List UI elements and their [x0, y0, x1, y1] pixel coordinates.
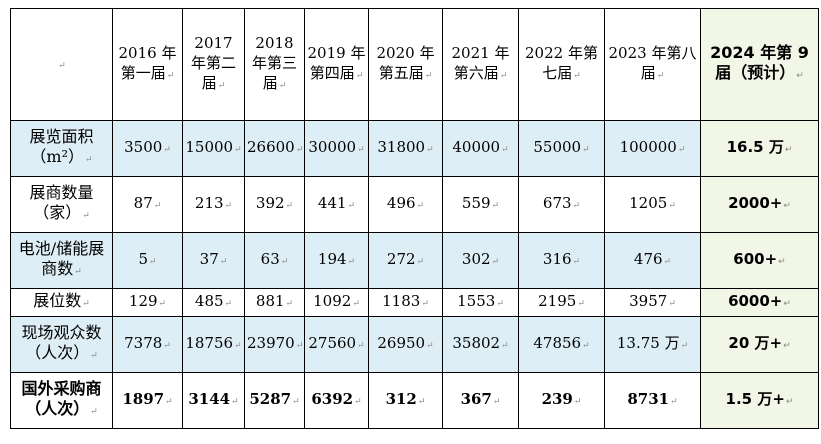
- cell: 13.75 万↵: [604, 316, 701, 373]
- col-header-2022: 2022 年第七届↵: [518, 8, 605, 121]
- col-header-2017: 2017 年第二届↵: [182, 8, 245, 121]
- cell: 673↵: [518, 176, 605, 233]
- cell: 559↵: [442, 176, 519, 233]
- cell: 100000↵: [604, 120, 701, 177]
- cell-2024: 16.5 万↵: [700, 120, 819, 177]
- cell: 5287↵: [244, 372, 305, 429]
- cell: 881↵: [244, 288, 305, 317]
- col-header-2021: 2021 年第六届↵: [442, 8, 519, 121]
- cell: 1897↵: [112, 372, 183, 429]
- cell: 2195↵: [518, 288, 605, 317]
- cell: 213↵: [182, 176, 245, 233]
- cell: 37↵: [182, 232, 245, 289]
- cell: 18756↵: [182, 316, 245, 373]
- row-label: 展商数量（家）↵: [10, 176, 113, 233]
- row-label: 电池/储能展商数↵: [10, 232, 113, 289]
- header-row: ↵ 2016 年第一届↵ 2017 年第二届↵ 2018 年第三届↵ 2019 …: [10, 8, 819, 121]
- cell: 367↵: [442, 372, 519, 429]
- cell: 23970↵: [244, 316, 305, 373]
- cell: 26950↵: [368, 316, 443, 373]
- col-header-2019: 2019 年第四届↵: [304, 8, 369, 121]
- cell-2024: 1.5 万+↵: [700, 372, 819, 429]
- row-battery-exhibitors: 电池/储能展商数↵ 5↵ 37↵ 63↵ 194↵ 272↵ 302↵ 316↵…: [10, 232, 819, 289]
- cell: 316↵: [518, 232, 605, 289]
- cell: 15000↵: [182, 120, 245, 177]
- row-label: 展位数↵: [10, 288, 113, 317]
- col-header-2023: 2023 年第八届↵: [604, 8, 701, 121]
- cell: 392↵: [244, 176, 305, 233]
- row-foreign-buyers: 国外采购商（人次）↵ 1897↵ 3144↵ 5287↵ 6392↵ 312↵ …: [10, 372, 819, 429]
- cell: 40000↵: [442, 120, 519, 177]
- cell: 1183↵: [368, 288, 443, 317]
- cell: 30000↵: [304, 120, 369, 177]
- cell: 3957↵: [604, 288, 701, 317]
- row-visitor-count: 现场观众数（人次）↵ 7378↵ 18756↵ 23970↵ 27560↵ 26…: [10, 316, 819, 373]
- cell-2024: 6000+↵: [700, 288, 819, 317]
- cell: 55000↵: [518, 120, 605, 177]
- cell-2024: 600+↵: [700, 232, 819, 289]
- cell: 129↵: [112, 288, 183, 317]
- cell: 47856↵: [518, 316, 605, 373]
- cell: 3144↵: [182, 372, 245, 429]
- cell: 35802↵: [442, 316, 519, 373]
- cell: 272↵: [368, 232, 443, 289]
- col-header-2018: 2018 年第三届↵: [244, 8, 305, 121]
- cell: 5↵: [112, 232, 183, 289]
- cell: 31800↵: [368, 120, 443, 177]
- cell-2024: 2000+↵: [700, 176, 819, 233]
- cell: 302↵: [442, 232, 519, 289]
- exhibition-stats-table: ↵ 2016 年第一届↵ 2017 年第二届↵ 2018 年第三届↵ 2019 …: [10, 8, 819, 429]
- cell: 194↵: [304, 232, 369, 289]
- col-header-2020: 2020 年第五届↵: [368, 8, 443, 121]
- cell: 63↵: [244, 232, 305, 289]
- cell: 8731↵: [604, 372, 701, 429]
- cell: 1553↵: [442, 288, 519, 317]
- cell: 6392↵: [304, 372, 369, 429]
- row-label: 现场观众数（人次）↵: [10, 316, 113, 373]
- cell: 7378↵: [112, 316, 183, 373]
- col-header-2024: 2024 年第 9 届（预计）↵: [700, 8, 819, 121]
- cell: 3500↵: [112, 120, 183, 177]
- cell: 476↵: [604, 232, 701, 289]
- cell: 87↵: [112, 176, 183, 233]
- row-label: 国外采购商（人次）↵: [10, 372, 113, 429]
- cell: 496↵: [368, 176, 443, 233]
- col-header-2016: 2016 年第一届↵: [112, 8, 183, 121]
- cell: 1205↵: [604, 176, 701, 233]
- cell: 441↵: [304, 176, 369, 233]
- row-exhibition-area: 展览面积（m²）↵ 3500↵ 15000↵ 26600↵ 30000↵ 318…: [10, 120, 819, 177]
- row-booth-count: 展位数↵ 129↵ 485↵ 881↵ 1092↵ 1183↵ 1553↵ 21…: [10, 288, 819, 317]
- cell: 26600↵: [244, 120, 305, 177]
- row-exhibitor-count: 展商数量（家）↵ 87↵ 213↵ 392↵ 441↵ 496↵ 559↵ 67…: [10, 176, 819, 233]
- corner-cell: ↵: [10, 8, 113, 121]
- cell-2024: 20 万+↵: [700, 316, 819, 373]
- cell: 27560↵: [304, 316, 369, 373]
- row-label: 展览面积（m²）↵: [10, 120, 113, 177]
- cell: 485↵: [182, 288, 245, 317]
- cell: 1092↵: [304, 288, 369, 317]
- cell: 312↵: [368, 372, 443, 429]
- cell: 239↵: [518, 372, 605, 429]
